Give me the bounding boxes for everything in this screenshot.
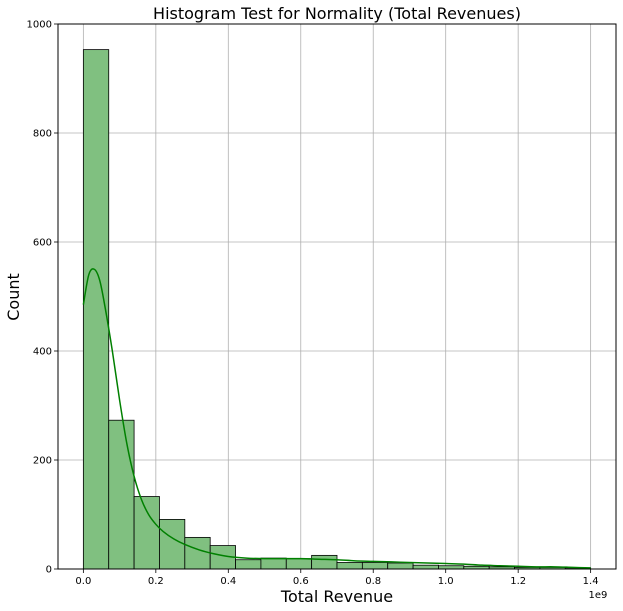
y-axis-ticks: 0 200 400 600 800 1000 bbox=[27, 20, 58, 576]
y-axis-label: Count bbox=[4, 273, 23, 321]
x-axis-ticks: 0.0 0.2 0.4 0.6 0.8 1.0 1.2 1.4 bbox=[75, 569, 599, 587]
histogram-bar bbox=[361, 562, 389, 570]
histogram-bar bbox=[184, 536, 211, 570]
x-axis-offset-label: 1e9 bbox=[589, 590, 608, 601]
histogram-bar bbox=[82, 49, 110, 570]
histogram-bar bbox=[412, 564, 439, 570]
y-tick-label: 1000 bbox=[27, 20, 52, 31]
x-tick-label: 0.8 bbox=[365, 576, 381, 587]
kde-curve bbox=[82, 268, 591, 569]
histogram-bar bbox=[235, 559, 262, 570]
y-tick-label: 0 bbox=[46, 565, 52, 576]
histogram-bar bbox=[336, 562, 363, 570]
histogram-bar bbox=[133, 496, 160, 570]
histogram-bar bbox=[260, 557, 287, 570]
x-axis-label: Total Revenue bbox=[280, 587, 393, 606]
y-tick-label: 600 bbox=[33, 238, 52, 249]
x-tick-label: 0.2 bbox=[148, 576, 164, 587]
plot-frame bbox=[57, 23, 617, 570]
histogram-bar bbox=[387, 562, 414, 570]
x-tick-label: 0.4 bbox=[220, 576, 236, 587]
kde-curve-group bbox=[82, 268, 591, 569]
histogram-bar bbox=[108, 419, 135, 570]
histogram-bar bbox=[159, 519, 186, 570]
x-tick-label: 1.2 bbox=[510, 576, 526, 587]
x-tick-label: 1.0 bbox=[438, 576, 454, 587]
x-tick-label: 0.6 bbox=[293, 576, 309, 587]
x-tick-label: 0.0 bbox=[75, 576, 91, 587]
histogram-bars bbox=[82, 49, 592, 570]
x-tick-label: 1.4 bbox=[583, 576, 599, 587]
y-tick-label: 400 bbox=[33, 347, 52, 358]
histogram-bar bbox=[311, 554, 338, 570]
y-tick-label: 200 bbox=[33, 456, 52, 467]
y-tick-label: 800 bbox=[33, 129, 52, 140]
chart-title: Histogram Test for Normality (Total Reve… bbox=[153, 4, 521, 23]
histogram-bar bbox=[285, 558, 313, 570]
